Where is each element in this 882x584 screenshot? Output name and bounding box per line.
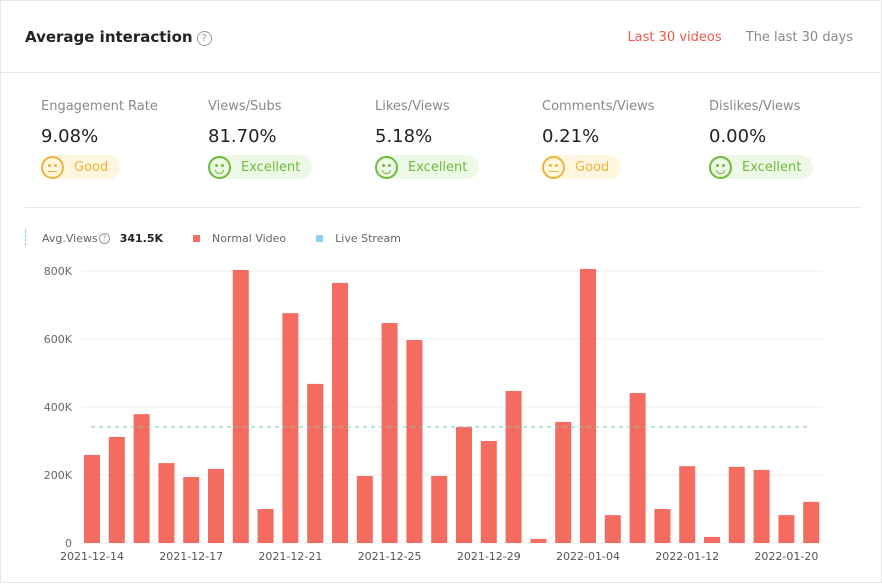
bar [728, 466, 745, 543]
bar [208, 468, 224, 543]
rating-badge: Good [542, 155, 622, 179]
smile-face-icon [709, 155, 732, 179]
rating-badge: Excellent [709, 155, 814, 179]
bar [183, 477, 200, 543]
bar [356, 476, 373, 543]
x-tick-label: 2021-12-14 [60, 550, 124, 563]
bar [257, 509, 274, 543]
metric-likes-views: Likes/Views 5.18% Excellent [375, 99, 480, 183]
legend-normal-video[interactable]: Normal Video [212, 231, 287, 245]
avg-views-value: 341.5K [119, 231, 164, 245]
neutral-face-icon [41, 155, 64, 179]
x-tick-label: 2021-12-29 [457, 550, 521, 563]
bar [133, 414, 150, 543]
x-tick-label: 2022-01-04 [556, 550, 620, 563]
x-tick-label: 2022-01-20 [754, 550, 818, 563]
metric-value: 81.70% [208, 126, 277, 147]
y-tick-label: 0 [65, 537, 72, 550]
bar [778, 515, 795, 543]
bar [381, 323, 398, 543]
bar [505, 391, 522, 543]
metric-label: Views/Subs [208, 99, 282, 114]
metric-value: 9.08% [41, 126, 99, 147]
bar [332, 282, 348, 543]
bar [753, 469, 770, 543]
y-tick-label: 800K [44, 265, 73, 278]
bar [232, 269, 249, 543]
bar [629, 393, 646, 543]
metric-dislikes-views: Dislikes/Views 0.00% Excellent [709, 99, 814, 183]
bar [84, 454, 100, 543]
metric-value: 0.21% [542, 126, 600, 147]
x-tick-label: 2021-12-25 [358, 550, 422, 563]
bar [480, 441, 497, 543]
metric-label: Dislikes/Views [709, 99, 801, 114]
neutral-face-icon [542, 155, 565, 179]
x-tick-label: 2021-12-21 [258, 550, 322, 563]
bar [803, 501, 820, 543]
smile-face-icon [208, 155, 231, 179]
metric-comments-views: Comments/Views 0.21% Good [542, 99, 654, 183]
bar [456, 427, 472, 543]
y-tick-label: 200K [44, 469, 73, 482]
smile-face-icon [375, 155, 398, 179]
bar [679, 466, 696, 543]
card-title: Average interaction? [25, 28, 212, 46]
x-tick-label: 2022-01-12 [655, 550, 719, 563]
normal-video-swatch [193, 234, 201, 242]
metric-views-subs: Views/Subs 81.70% Excellent [208, 99, 313, 183]
bar [108, 436, 125, 543]
metric-label: Likes/Views [375, 99, 450, 114]
metric-engagement-rate: Engagement Rate 9.08% Good [41, 99, 158, 183]
tab-last-30-days[interactable]: The last 30 days [745, 30, 853, 45]
bar [704, 536, 720, 543]
bar [406, 340, 423, 543]
x-tick-label: 2021-12-17 [159, 550, 223, 563]
period-tabs: Last 30 videos The last 30 days [607, 30, 853, 45]
bar [654, 509, 671, 543]
divider [25, 207, 862, 208]
tab-last-30-videos[interactable]: Last 30 videos [627, 30, 722, 45]
rating-badge: Excellent [208, 155, 313, 179]
metric-value: 5.18% [375, 126, 433, 147]
metric-value: 0.00% [709, 126, 767, 147]
bar [282, 313, 299, 543]
legend-live-stream[interactable]: Live Stream [335, 231, 401, 245]
rating-badge: Excellent [375, 155, 480, 179]
chart-legend: Avg.Views? 341.5K Normal Video Live Stre… [25, 230, 401, 246]
help-icon[interactable]: ? [196, 31, 212, 46]
bar [307, 383, 324, 543]
live-stream-swatch [316, 234, 324, 242]
bar [604, 515, 621, 543]
card-header: Average interaction? Last 30 videos The … [1, 1, 882, 73]
bar [555, 421, 572, 543]
bar [530, 538, 547, 543]
metric-label: Comments/Views [542, 99, 655, 114]
bar [158, 463, 175, 543]
help-icon[interactable]: ? [98, 232, 110, 244]
y-tick-label: 600K [44, 333, 73, 346]
avg-views-label: Avg.Views [42, 231, 98, 245]
metric-label: Engagement Rate [41, 99, 158, 114]
y-tick-label: 400K [44, 401, 73, 414]
bar [580, 268, 596, 543]
rating-badge: Good [41, 155, 121, 179]
bar [431, 476, 448, 543]
